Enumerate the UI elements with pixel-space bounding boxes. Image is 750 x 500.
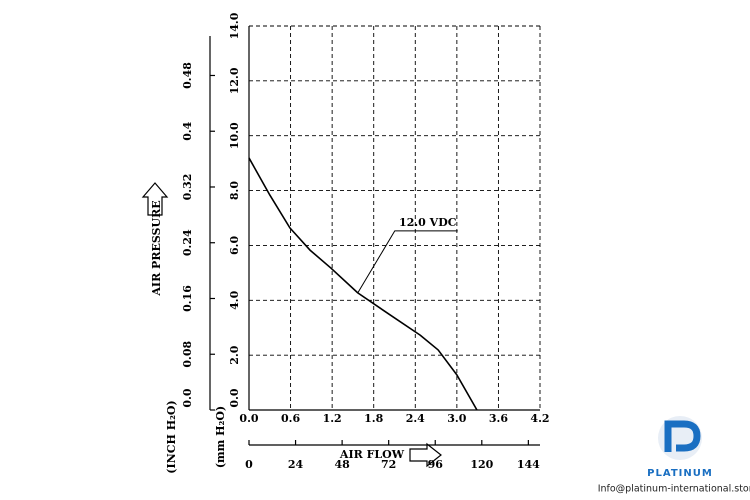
annotation-leader [357, 230, 458, 294]
x2-tick-label: 48 [334, 458, 350, 471]
x-tick-label: 0.0 [239, 412, 258, 425]
y-tick-label: 2.0 [228, 345, 241, 364]
y2-tick-label: 0.08 [181, 341, 194, 368]
y-tick-label: 0.0 [228, 388, 241, 407]
y2-tick-label: 0.32 [181, 174, 194, 201]
x2-tick-label: 72 [381, 458, 396, 471]
right-arrow [409, 442, 442, 468]
x-tick-label: 3.0 [447, 412, 466, 425]
y-unit-label: (mm H₂O) [214, 406, 227, 468]
y2-tick-label: 0.48 [181, 62, 194, 89]
x-tick-label: 3.6 [489, 412, 508, 425]
y-tick-label: 8.0 [228, 181, 241, 200]
logo [658, 416, 702, 460]
x-axis-label: AIR FLOW [339, 448, 405, 461]
x-tick-label: 4.2 [530, 412, 549, 425]
y-tick-label: 4.0 [228, 290, 241, 309]
x2-tick-label: 24 [288, 458, 304, 471]
y-tick-label: 14.0 [228, 12, 241, 39]
x2-tick-label: 144 [517, 458, 540, 471]
x-tick-label: 1.8 [364, 412, 383, 425]
logo-brand: PLATINUM [647, 468, 713, 479]
contact-email: Info@platinum-international.store [598, 484, 750, 495]
x-tick-label: 2.4 [406, 412, 425, 425]
x2-tick-label: 120 [470, 458, 493, 471]
y2-tick-label: 0.16 [181, 285, 194, 312]
up-arrow [141, 182, 169, 216]
y2-tick-label: 0.0 [181, 388, 194, 407]
series-annotation: 12.0 VDC [399, 216, 457, 229]
x2-tick-label: 0 [245, 458, 253, 471]
y-tick-label: 6.0 [228, 236, 241, 255]
y-axis-label: AIR PRESSURE [150, 200, 163, 296]
y2-tick-label: 0.4 [181, 121, 194, 140]
x-tick-label: 0.6 [281, 412, 300, 425]
y-tick-label: 12.0 [228, 67, 241, 94]
y-tick-label: 10.0 [228, 122, 241, 149]
y2-unit-label: (INCH H₂O) [165, 400, 178, 473]
x-tick-label: 1.2 [323, 412, 342, 425]
x2-tick-label: 96 [428, 458, 444, 471]
y2-tick-label: 0.24 [181, 229, 194, 256]
logo-p [664, 420, 701, 452]
